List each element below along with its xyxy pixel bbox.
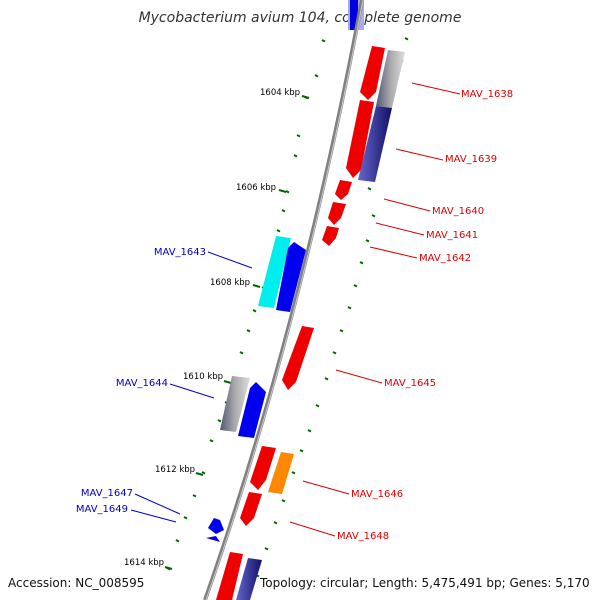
leader-line bbox=[130, 509, 177, 523]
map-title: Mycobacterium avium 104, complete genome bbox=[139, 10, 462, 26]
tick-mark bbox=[183, 516, 188, 520]
tick-mark bbox=[299, 449, 304, 453]
tick-mark bbox=[175, 539, 180, 543]
gene-arrow[interactable] bbox=[216, 552, 243, 600]
tick-mark bbox=[209, 439, 214, 443]
gene-arrow[interactable] bbox=[268, 452, 294, 494]
gene-label[interactable]: MAV_1639 bbox=[445, 154, 497, 165]
tick-mark bbox=[359, 261, 364, 265]
tick-mark bbox=[332, 351, 337, 355]
tick-mark bbox=[315, 404, 320, 408]
gene-features bbox=[206, 46, 405, 600]
tick-mark bbox=[296, 134, 301, 138]
gene-label[interactable]: MAV_1646 bbox=[351, 489, 403, 500]
tick-mark bbox=[307, 429, 312, 433]
tick-mark bbox=[365, 239, 370, 243]
gene-label[interactable]: MAV_1641 bbox=[426, 230, 478, 241]
tick-mark bbox=[217, 419, 222, 423]
gc-content-bar bbox=[358, 106, 392, 182]
kbp-label: 1614 kbp bbox=[124, 558, 164, 568]
gene-label[interactable]: MAV_1638 bbox=[461, 89, 513, 100]
leader-line bbox=[289, 521, 336, 537]
leader-line bbox=[411, 82, 461, 95]
tick-mark bbox=[404, 37, 409, 41]
leader-line bbox=[395, 148, 444, 161]
tick-mark bbox=[347, 306, 352, 310]
gene-label[interactable]: MAV_1643 bbox=[154, 247, 206, 258]
tick-mark-major bbox=[164, 566, 173, 570]
leader-line bbox=[207, 251, 253, 269]
leader-line bbox=[134, 493, 181, 515]
gene-label[interactable]: MAV_1649 bbox=[76, 504, 128, 515]
tick-mark bbox=[281, 499, 286, 503]
gene-arrow[interactable] bbox=[240, 492, 262, 526]
gc-skew-bar-dark bbox=[350, 0, 358, 30]
label-leaders bbox=[130, 82, 461, 537]
gc-content-bar bbox=[220, 376, 250, 432]
tick-mark bbox=[273, 521, 278, 525]
gc-content-bar bbox=[376, 50, 405, 108]
leader-line bbox=[375, 222, 425, 236]
tick-mark bbox=[367, 187, 372, 191]
accession-text: Accession: NC_008595 bbox=[8, 576, 144, 590]
tick-mark bbox=[276, 229, 281, 233]
tick-mark bbox=[264, 547, 269, 551]
tick-mark bbox=[339, 329, 344, 333]
gene-label[interactable]: MAV_1644 bbox=[116, 378, 168, 389]
gene-arrow[interactable] bbox=[208, 518, 224, 534]
tick-mark-major bbox=[252, 284, 261, 288]
gene-arrow[interactable] bbox=[328, 202, 346, 225]
tick-mark bbox=[371, 214, 376, 218]
tick-mark bbox=[314, 74, 319, 78]
backbone-highlight bbox=[205, 0, 364, 600]
kbp-label: 1606 kbp bbox=[236, 183, 276, 193]
tick-mark bbox=[239, 351, 244, 355]
backbone-line bbox=[203, 0, 364, 600]
gene-label[interactable]: MAV_1648 bbox=[337, 531, 389, 542]
kbp-label: 1612 kbp bbox=[155, 465, 195, 475]
gene-arrow[interactable] bbox=[346, 100, 374, 178]
tick-mark-major bbox=[301, 95, 310, 99]
tick-mark bbox=[353, 284, 358, 288]
tick-mark bbox=[281, 209, 286, 213]
tick-mark bbox=[293, 154, 298, 158]
leader-line bbox=[302, 480, 350, 495]
gene-arrow[interactable] bbox=[206, 536, 220, 542]
tick-mark bbox=[285, 190, 290, 194]
gc-content-bar bbox=[258, 236, 291, 308]
gene-label[interactable]: MAV_1642 bbox=[419, 253, 471, 264]
tick-mark-major bbox=[195, 472, 204, 476]
kbp-label: 1610 kbp bbox=[183, 372, 223, 382]
gene-arrow[interactable] bbox=[250, 446, 276, 490]
gene-label[interactable]: MAV_1647 bbox=[81, 488, 133, 499]
gene-arrow[interactable] bbox=[238, 382, 266, 438]
genome-backbone bbox=[203, 0, 364, 600]
gene-label[interactable]: MAV_1640 bbox=[432, 206, 484, 217]
gene-arrow[interactable] bbox=[282, 326, 314, 390]
leader-line bbox=[383, 198, 431, 212]
tick-mark bbox=[321, 39, 326, 43]
topology-text: Topology: circular; Length: 5,475,491 bp… bbox=[259, 576, 590, 590]
leader-line bbox=[369, 246, 418, 259]
tick-mark bbox=[192, 494, 197, 498]
gene-arrow[interactable] bbox=[322, 226, 339, 246]
leader-line bbox=[335, 369, 383, 384]
gene-arrow[interactable] bbox=[335, 180, 352, 200]
tick-mark bbox=[324, 377, 329, 381]
gene-arrow[interactable] bbox=[360, 46, 385, 100]
kbp-label: 1604 kbp bbox=[260, 88, 300, 98]
tick-mark-major bbox=[278, 189, 287, 193]
tick-mark bbox=[291, 471, 296, 475]
kbp-label: 1608 kbp bbox=[210, 278, 250, 288]
tick-mark bbox=[201, 471, 206, 475]
tick-mark bbox=[252, 309, 257, 313]
gc-content-bar bbox=[236, 558, 262, 600]
leader-line bbox=[169, 383, 215, 399]
gene-label[interactable]: MAV_1645 bbox=[384, 378, 436, 389]
tick-mark-major bbox=[223, 380, 232, 384]
gene-arrow[interactable] bbox=[276, 242, 306, 312]
tick-mark bbox=[246, 329, 251, 333]
tick-marks bbox=[164, 37, 409, 599]
